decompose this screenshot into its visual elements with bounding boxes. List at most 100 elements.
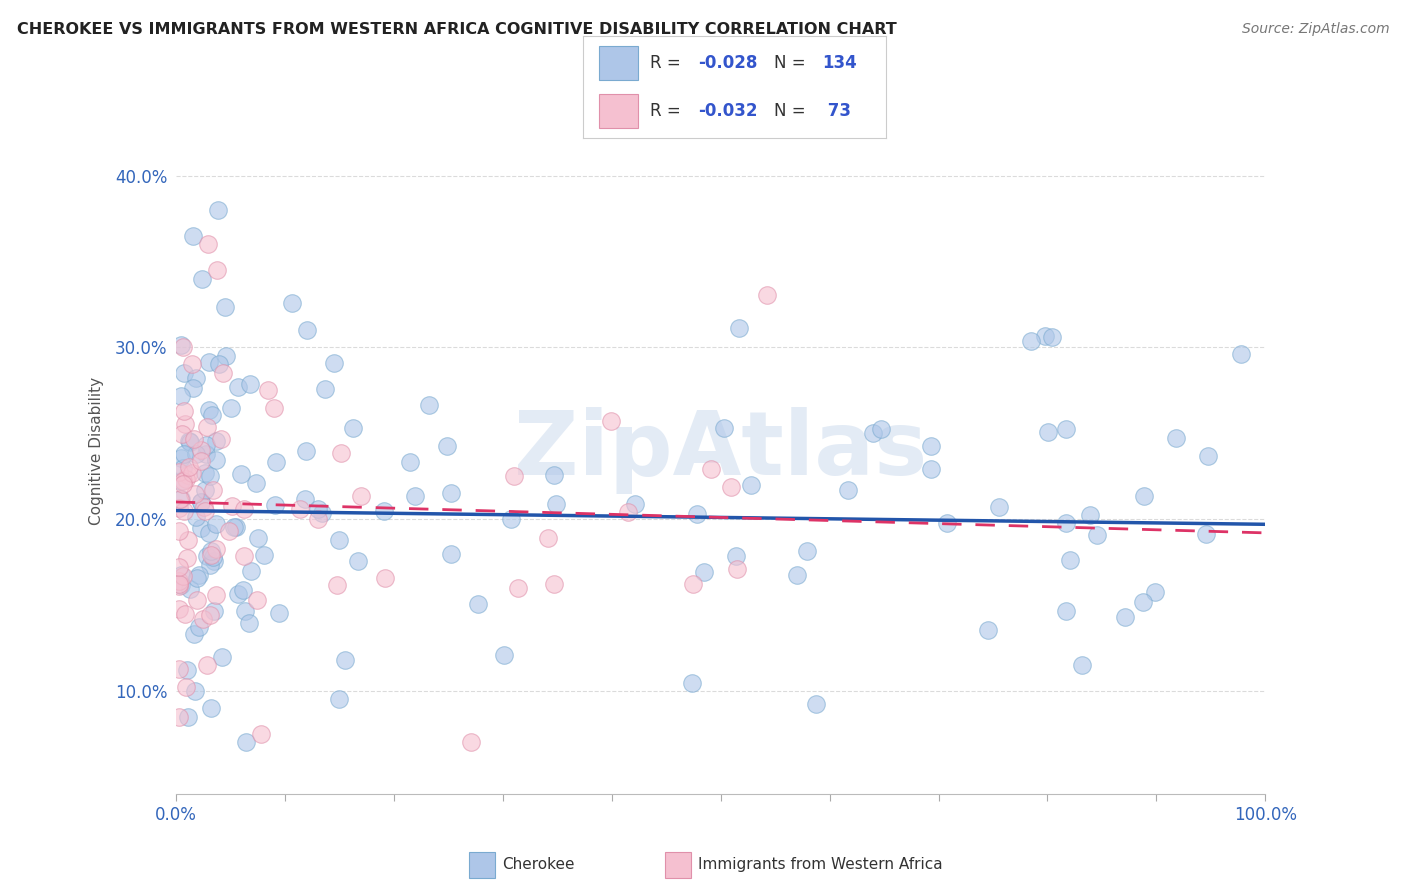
Point <box>207 203 229 218</box>
Point <box>238 376 260 391</box>
Point <box>198 608 221 623</box>
Point <box>728 321 751 335</box>
Point <box>183 627 205 641</box>
Point <box>1195 527 1218 541</box>
Text: R =: R = <box>650 54 686 72</box>
Point <box>1036 425 1059 439</box>
Point <box>1070 658 1092 673</box>
Point <box>181 228 204 243</box>
Point <box>508 581 530 595</box>
Point <box>205 588 228 602</box>
Point <box>232 583 254 598</box>
Point <box>543 467 565 482</box>
Point <box>439 548 461 562</box>
Point <box>194 503 217 517</box>
Text: ZipAtlas: ZipAtlas <box>515 407 927 494</box>
Point <box>167 662 190 676</box>
Point <box>200 548 222 562</box>
Point <box>796 543 818 558</box>
Point <box>246 593 269 607</box>
Point <box>195 438 218 452</box>
Point <box>167 466 190 480</box>
Point <box>190 521 212 535</box>
Point <box>167 574 190 589</box>
Point <box>184 487 207 501</box>
Point <box>1078 508 1101 523</box>
Point <box>170 338 193 352</box>
Point <box>862 426 884 441</box>
Point <box>177 434 200 448</box>
Point <box>233 501 256 516</box>
Point <box>264 498 287 512</box>
Bar <box>599 95 638 128</box>
Point <box>837 483 859 497</box>
Point <box>177 709 200 723</box>
Bar <box>665 853 692 878</box>
Point <box>195 658 218 673</box>
Point <box>1019 334 1042 349</box>
Text: N =: N = <box>773 54 811 72</box>
Point <box>173 447 195 461</box>
Point <box>194 483 217 497</box>
Point <box>187 568 209 582</box>
Point <box>221 499 243 513</box>
Point <box>202 604 225 618</box>
Point <box>172 460 194 475</box>
Point <box>543 576 565 591</box>
Point <box>328 691 350 706</box>
Point <box>440 486 463 500</box>
Point <box>212 366 235 380</box>
Point <box>494 648 516 663</box>
Point <box>322 356 344 370</box>
Point <box>1033 329 1056 343</box>
Point <box>404 489 426 503</box>
Point <box>172 427 194 442</box>
Point <box>600 414 623 428</box>
Point <box>240 564 263 578</box>
Point <box>616 505 638 519</box>
Point <box>624 497 647 511</box>
Point <box>328 533 350 547</box>
Point <box>205 453 228 467</box>
Point <box>700 462 723 476</box>
Point <box>977 623 1000 637</box>
Point <box>190 495 212 509</box>
Point <box>342 421 364 435</box>
Point <box>294 492 316 507</box>
Text: Immigrants from Western Africa: Immigrants from Western Africa <box>699 857 943 871</box>
Point <box>264 455 287 469</box>
Point <box>195 420 218 434</box>
Point <box>202 483 225 498</box>
Point <box>288 502 311 516</box>
Text: 134: 134 <box>823 54 858 72</box>
Point <box>172 474 194 488</box>
Point <box>173 404 195 418</box>
Point <box>232 549 254 563</box>
Point <box>205 516 228 531</box>
Point <box>418 398 440 412</box>
Point <box>373 504 395 518</box>
Point <box>280 295 302 310</box>
Point <box>184 448 207 462</box>
Point <box>197 525 219 540</box>
Point <box>186 571 208 585</box>
Point <box>347 553 370 567</box>
Point <box>173 366 195 380</box>
Point <box>245 475 267 490</box>
Point <box>209 432 232 446</box>
Point <box>756 288 779 302</box>
Point <box>350 489 373 503</box>
Point <box>193 500 215 514</box>
Point <box>191 271 214 285</box>
Point <box>194 467 217 481</box>
Point <box>1114 610 1136 624</box>
Point <box>1040 330 1063 344</box>
Point <box>920 462 942 476</box>
Point <box>693 565 716 579</box>
Point <box>682 577 704 591</box>
Text: 73: 73 <box>823 102 851 120</box>
Point <box>267 606 290 620</box>
Point <box>436 439 458 453</box>
Text: Cherokee: Cherokee <box>502 857 575 871</box>
Point <box>186 593 208 607</box>
